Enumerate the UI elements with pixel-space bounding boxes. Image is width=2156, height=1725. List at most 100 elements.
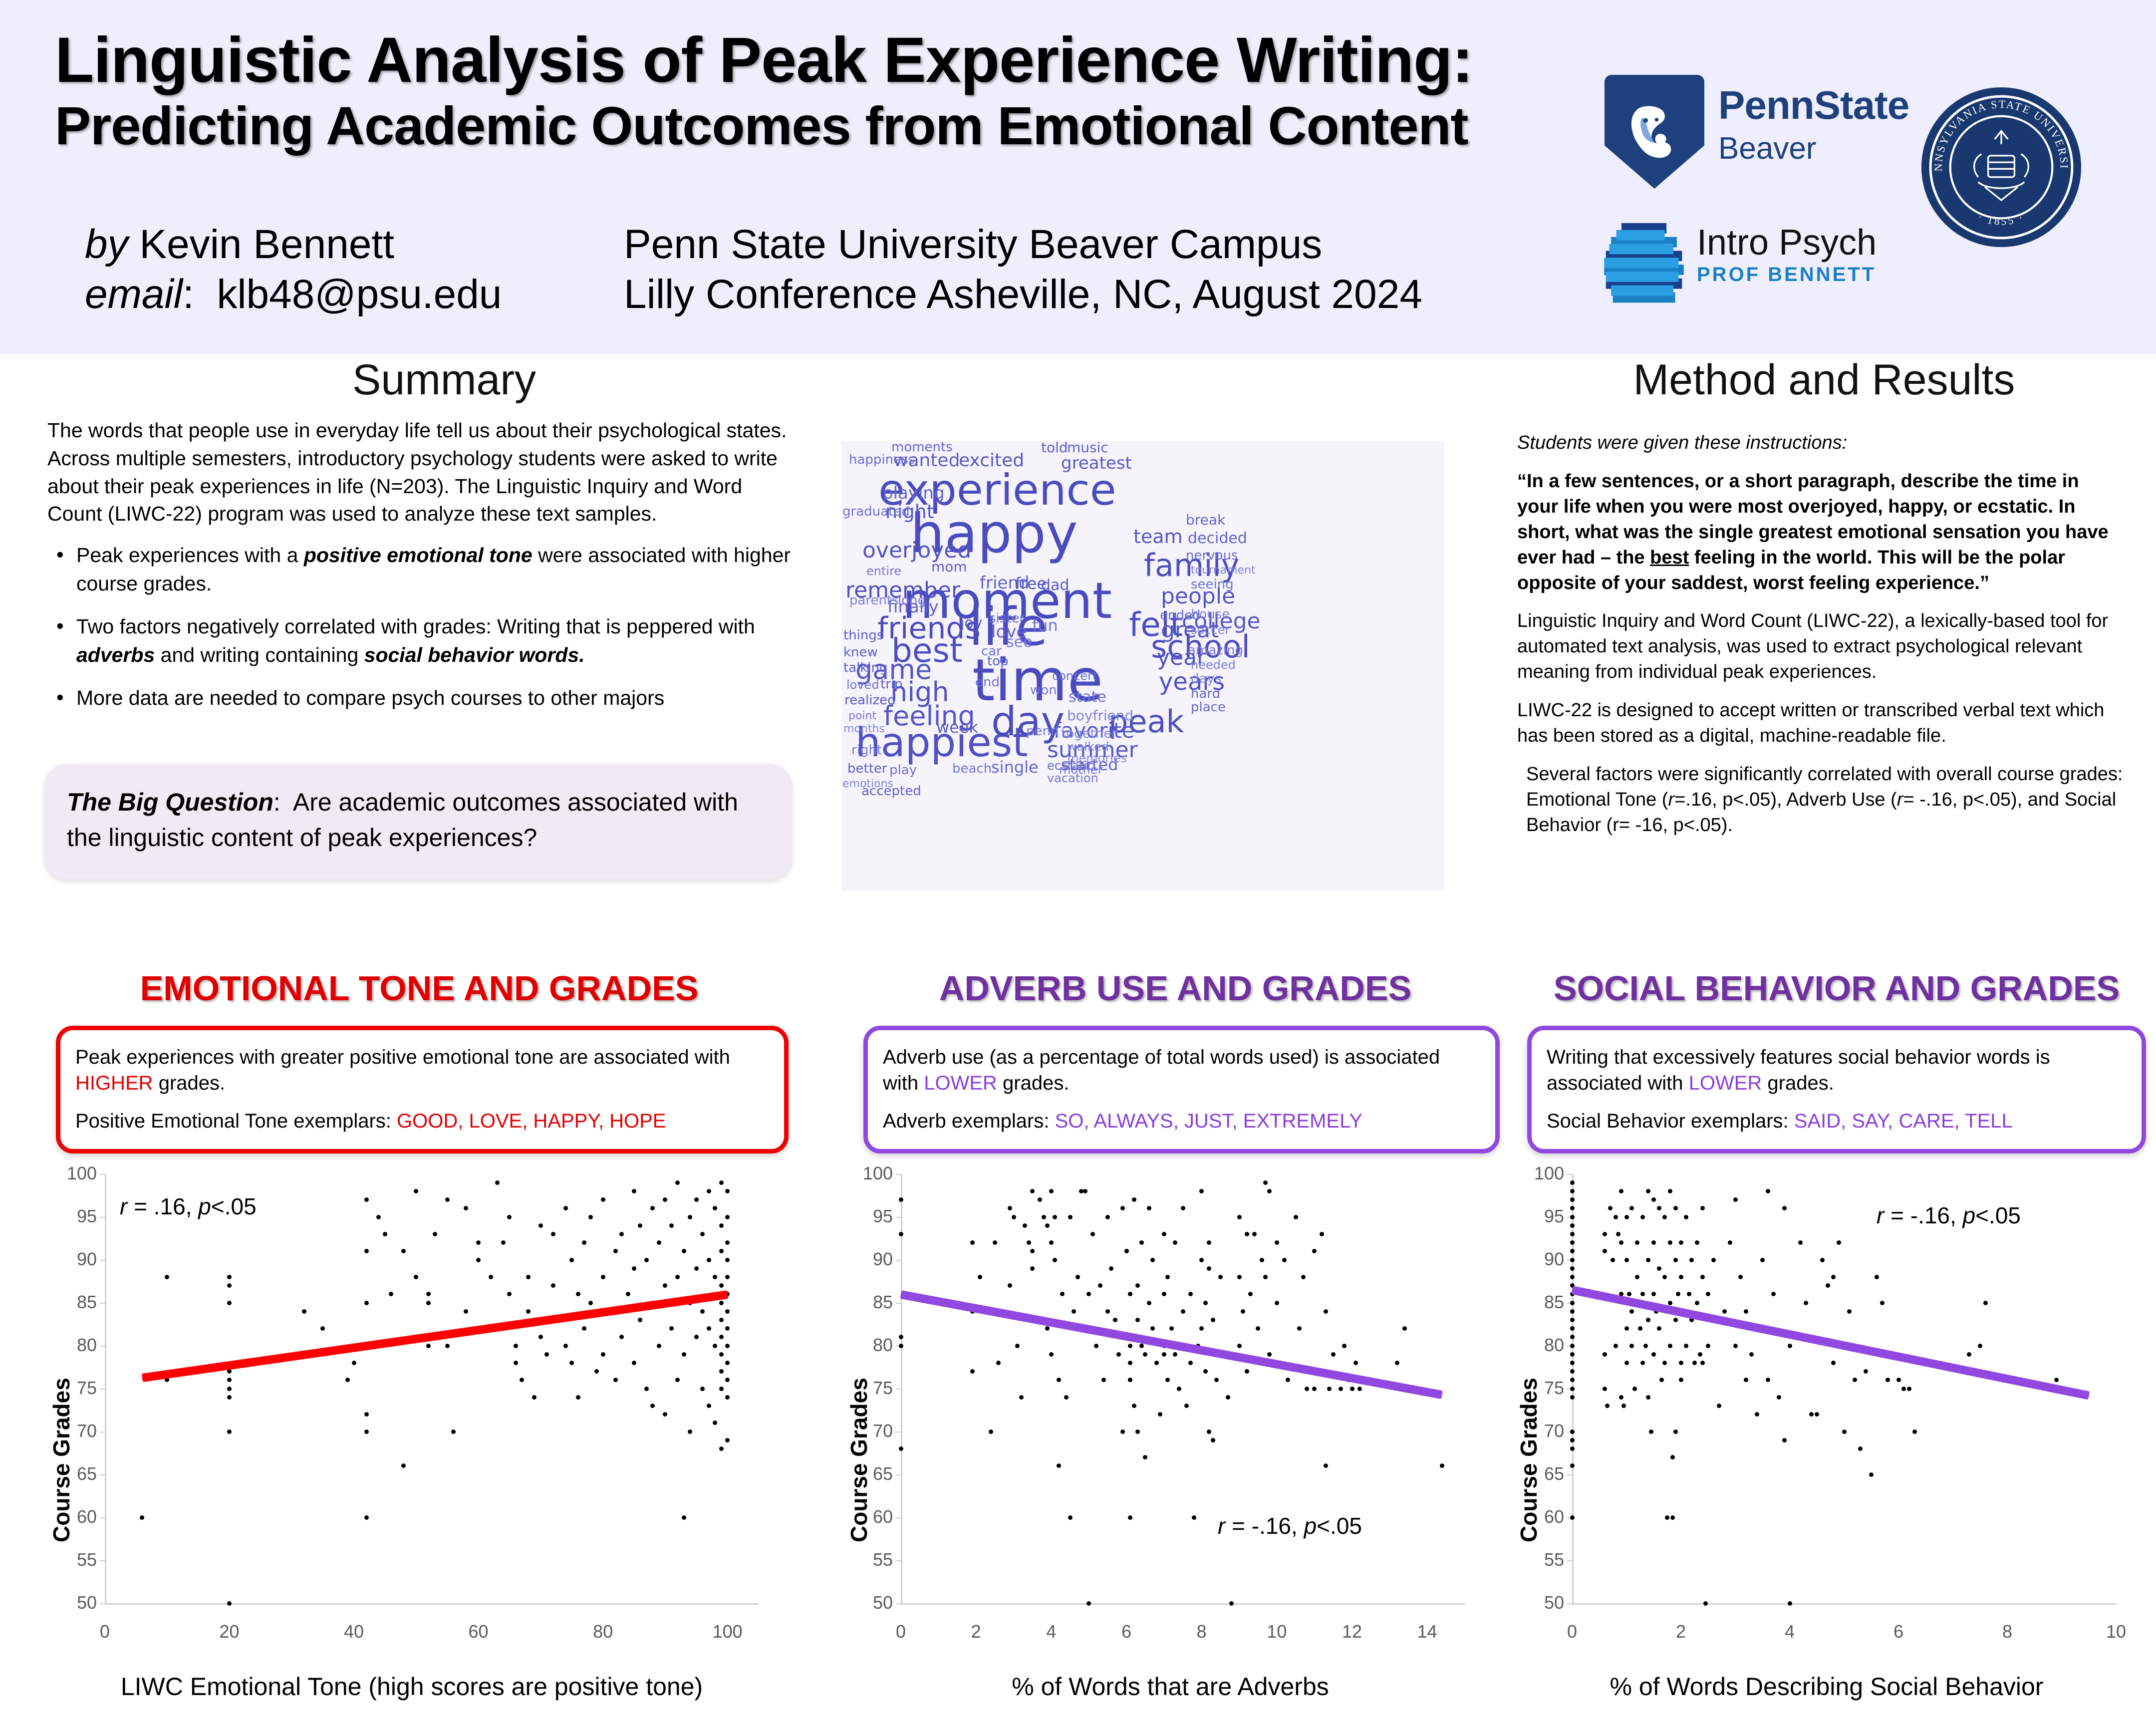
scatter-point [364, 1429, 369, 1434]
scatter-point [725, 1378, 730, 1383]
wordcloud-word: right [851, 743, 882, 758]
scatter-point [663, 1283, 668, 1288]
scatter-point [1706, 1343, 1710, 1348]
scatter-point [631, 1266, 636, 1271]
scatter-point [1237, 1343, 1242, 1348]
scatter-point [1670, 1515, 1675, 1520]
scatter-point [227, 1395, 232, 1400]
scatter-point [706, 1257, 711, 1262]
y-axis-tick-mark [896, 1603, 901, 1604]
wordcloud-word: favorite [1054, 718, 1135, 743]
scatter-point [1727, 1240, 1732, 1245]
scatter-point [706, 1403, 711, 1408]
wordcloud-word: play [889, 763, 917, 778]
y-axis-tick-label: 100 [1534, 1163, 1564, 1183]
scatter-point [1570, 1180, 1575, 1185]
summary-column: The words that people use in everyday li… [47, 417, 791, 727]
scatter-point [1825, 1283, 1830, 1288]
scatter-point [1853, 1378, 1858, 1383]
scatter-point [1570, 1283, 1575, 1288]
scatter-point [1094, 1343, 1099, 1348]
scatter-point [1139, 1343, 1144, 1348]
scatter-point [1128, 1378, 1133, 1383]
y-axis-tick-label: 65 [872, 1463, 893, 1484]
y-axis-tick-mark [1567, 1260, 1572, 1261]
wordcloud-word: moments [891, 441, 953, 455]
scatter-point [563, 1343, 568, 1348]
wordcloud-word: finally [887, 597, 939, 617]
scatter-point [1570, 1395, 1575, 1400]
scatter-point [1635, 1274, 1640, 1279]
scatter-point [1161, 1352, 1166, 1357]
scatter-point [1613, 1343, 1618, 1348]
scatter-point [706, 1188, 711, 1193]
scatter-point [1621, 1403, 1626, 1408]
wordcloud-word: happiest [855, 719, 1028, 766]
y-axis-tick-mark [1567, 1346, 1572, 1347]
y-axis-tick-mark [1567, 1217, 1572, 1218]
scatter-point [1045, 1223, 1050, 1228]
callout-adverb-line1: Adverb use (as a percentage of total wor… [883, 1044, 1480, 1096]
wordcloud-word: hard [1191, 686, 1221, 701]
scatter-point [1711, 1257, 1716, 1262]
scatter-point [1684, 1343, 1689, 1348]
scatter-point [1570, 1378, 1575, 1383]
scatter-chart-social-behavior: 50 55 60 65 70 75 80 85 90 95 100 0 2 4 6 8 10 r = -.16, … [1497, 1163, 2156, 1717]
scatter-point [725, 1360, 730, 1365]
wordcloud-word: year [1157, 645, 1206, 670]
scatter-point [1667, 1240, 1672, 1245]
method-liwc-paragraph: Linguistic Inquiry and Word Count (LIWC-… [1517, 610, 2109, 683]
scatter-point [1678, 1274, 1683, 1279]
scatter-point [713, 1206, 718, 1211]
wordcloud-word: love [991, 622, 1027, 642]
scatter-point [495, 1180, 500, 1185]
y-axis-tick-label: 95 [1544, 1206, 1564, 1226]
scatter-point [1112, 1317, 1117, 1322]
scatter-point [376, 1214, 381, 1219]
callout-emotional-tone: Peak experiences with greater positive e… [56, 1026, 789, 1153]
scatter-point [426, 1292, 431, 1297]
scatter-point [1327, 1386, 1332, 1391]
scatter-point [364, 1412, 369, 1417]
x-axis-tick-label: 12 [1342, 1621, 1362, 1642]
y-axis-tick-mark [100, 1560, 105, 1561]
method-column: Students were given these instructions: … [1517, 430, 2124, 851]
scatter-point [656, 1240, 661, 1245]
scatter-point [1570, 1300, 1575, 1305]
adverb-line1-pre: Adverb use (as a percentage of total wor… [883, 1046, 1440, 1094]
scatter-point [1105, 1214, 1110, 1219]
scatter-point [1733, 1197, 1738, 1202]
pennstate-logo: PennState Beaver [1605, 75, 1914, 190]
scatter-point [1146, 1300, 1151, 1305]
scatter-point [1056, 1463, 1061, 1468]
scatter-point [725, 1214, 730, 1219]
y-axis-tick-label: 85 [872, 1292, 893, 1312]
scatter-point [445, 1343, 450, 1348]
scatter-point [1651, 1352, 1656, 1357]
scatter-point [1165, 1274, 1170, 1279]
y-axis-tick-mark [100, 1517, 105, 1518]
scatter-point [1771, 1292, 1776, 1297]
scatter-point [600, 1352, 605, 1357]
scatter-point [1656, 1266, 1661, 1271]
scatter-point [1109, 1266, 1114, 1271]
scatter-point [1169, 1326, 1174, 1331]
scatter-point [1007, 1283, 1012, 1288]
scatter-point [550, 1283, 555, 1288]
wordcloud-word: peak [1108, 703, 1184, 740]
scatter-point [725, 1309, 730, 1314]
y-axis-label: Course Grades [846, 1378, 872, 1542]
scatter-point [301, 1309, 306, 1314]
scatter-point [588, 1300, 593, 1305]
scatter-point [1616, 1231, 1621, 1236]
scatter-point [725, 1188, 730, 1193]
bullet2-emphasis1: adverbs [76, 643, 155, 666]
y-axis-tick-mark [1567, 1389, 1572, 1390]
scatter-point [1670, 1455, 1675, 1460]
scatter-point [1570, 1223, 1575, 1228]
scatter-point [1135, 1283, 1140, 1288]
x-axis-line [1572, 1603, 2116, 1605]
scatter-point [688, 1429, 693, 1434]
scatter-point [1635, 1240, 1640, 1245]
scatter-point [1637, 1326, 1642, 1331]
